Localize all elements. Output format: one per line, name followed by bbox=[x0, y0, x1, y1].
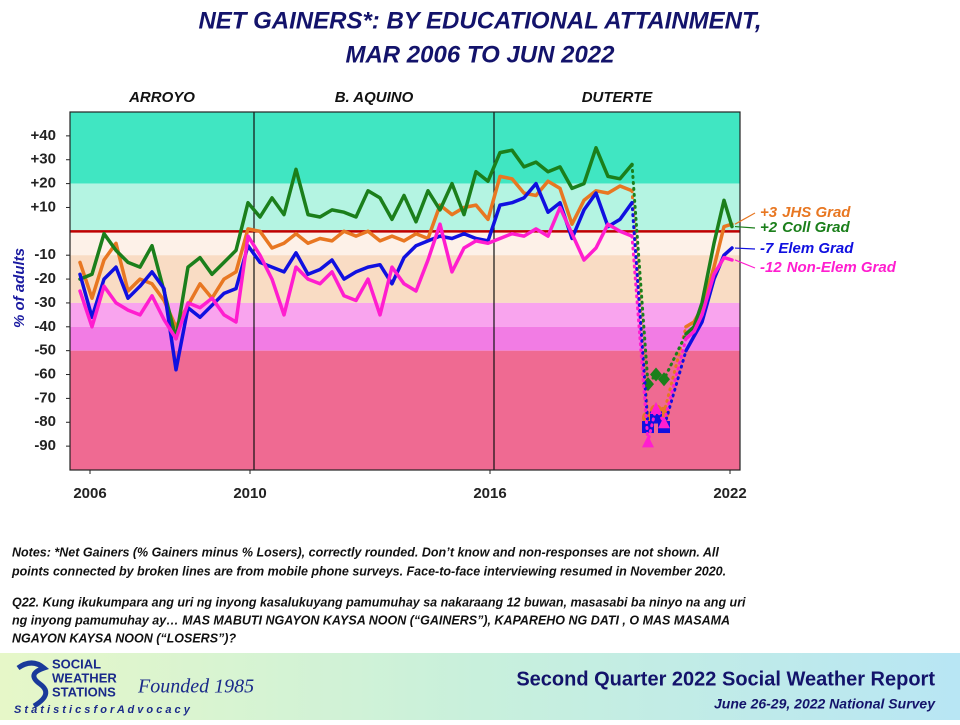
band bbox=[70, 183, 740, 232]
series-line bbox=[684, 222, 734, 329]
era-label: ARROYO bbox=[128, 89, 195, 106]
end-value: -7 bbox=[760, 240, 774, 257]
y-tick-label: -90 bbox=[34, 437, 56, 454]
legend-entry: Coll Grad bbox=[782, 219, 850, 236]
question-line: ng inyong pamumuhay ay… MAS MABUTI NGAYO… bbox=[12, 613, 730, 627]
y-tick-label: -10 bbox=[34, 246, 56, 263]
y-tick-label: -20 bbox=[34, 270, 56, 287]
y-tick-label: +30 bbox=[31, 151, 56, 168]
note-line: points connected by broken lines are fro… bbox=[11, 564, 726, 578]
series-end-label: +2 Coll Grad bbox=[760, 219, 850, 236]
end-value: -12 bbox=[760, 259, 782, 276]
chart-title: NET GAINERS*: BY EDUCATIONAL ATTAINMENT, bbox=[198, 7, 761, 34]
series-line bbox=[78, 146, 634, 341]
band bbox=[70, 350, 740, 470]
marker bbox=[650, 401, 662, 414]
series-line bbox=[630, 201, 688, 429]
marker bbox=[658, 416, 670, 429]
x-tick-label: 2006 bbox=[73, 485, 106, 502]
series-end-label: -12 Non-Elem Grad bbox=[760, 259, 897, 276]
y-tick-label: -60 bbox=[34, 366, 56, 383]
y-tick-label: +20 bbox=[31, 175, 56, 192]
x-tick-label: 2016 bbox=[473, 485, 506, 502]
y-tick-label: -80 bbox=[34, 413, 56, 430]
notes: Notes: *Net Gainers (% Gainers minus % L… bbox=[11, 545, 746, 645]
logo-text: STATIONS bbox=[52, 684, 116, 699]
series-end-label: +3 JHS Grad bbox=[760, 204, 851, 221]
era-label: DUTERTE bbox=[582, 89, 654, 106]
label-connector bbox=[734, 259, 756, 269]
y-tick-label: -50 bbox=[34, 342, 56, 359]
label-connector bbox=[734, 212, 756, 225]
marker bbox=[642, 435, 654, 448]
survey-date: June 26-29, 2022 National Survey bbox=[714, 696, 936, 712]
era-label: B. AQUINO bbox=[335, 89, 414, 106]
x-tick-label: 2022 bbox=[713, 485, 746, 502]
legend-entry: JHS Grad bbox=[782, 204, 851, 221]
series-line bbox=[684, 255, 734, 341]
footer-band bbox=[0, 653, 960, 720]
question-line: NGAYON KAYSA NOON (“LOSERS”)? bbox=[12, 631, 236, 645]
founded: Founded 1985 bbox=[137, 676, 254, 698]
y-axis-label: % of adults bbox=[11, 248, 28, 328]
legend-entry: Elem Grad bbox=[778, 240, 854, 257]
chart-title: MAR 2006 TO JUN 2022 bbox=[345, 41, 615, 68]
plot-border bbox=[69, 111, 741, 471]
logo-mark bbox=[16, 660, 50, 709]
plot-area bbox=[69, 111, 741, 471]
marker bbox=[650, 367, 662, 382]
series-end-label: -7 Elem Grad bbox=[760, 240, 854, 257]
footer: SOCIAL WEATHER STATIONS Founded 1985 S t… bbox=[0, 653, 960, 720]
end-value: +3 bbox=[760, 204, 778, 221]
y-tick-label: -40 bbox=[34, 318, 56, 335]
report-title: Second Quarter 2022 Social Weather Repor… bbox=[516, 668, 935, 690]
label-connector bbox=[734, 225, 756, 229]
y-tick-label: -70 bbox=[34, 389, 56, 406]
note-line: Notes: *Net Gainers (% Gainers minus % L… bbox=[12, 545, 719, 559]
y-tick-label: +10 bbox=[31, 198, 56, 215]
series-line bbox=[684, 198, 734, 336]
y-tick-label: +40 bbox=[31, 127, 56, 144]
band bbox=[70, 326, 740, 351]
legend-entry: Non-Elem Grad bbox=[787, 259, 897, 276]
series-line bbox=[78, 181, 634, 372]
logo-text: SOCIAL bbox=[52, 656, 101, 671]
logo-text: WEATHER bbox=[52, 670, 117, 685]
question-line: Q22. Kung ikukumpara ang uri ng inyong k… bbox=[12, 595, 746, 609]
y-tick-label: -30 bbox=[34, 294, 56, 311]
motto: S t a t i s t i c s f o r A d v o c a c … bbox=[14, 704, 191, 716]
end-value: +2 bbox=[760, 219, 778, 236]
band bbox=[70, 112, 740, 184]
x-tick-label: 2010 bbox=[233, 485, 266, 502]
label-connector bbox=[734, 247, 756, 250]
series-line bbox=[78, 205, 634, 341]
band bbox=[70, 231, 740, 256]
marker bbox=[658, 372, 670, 387]
